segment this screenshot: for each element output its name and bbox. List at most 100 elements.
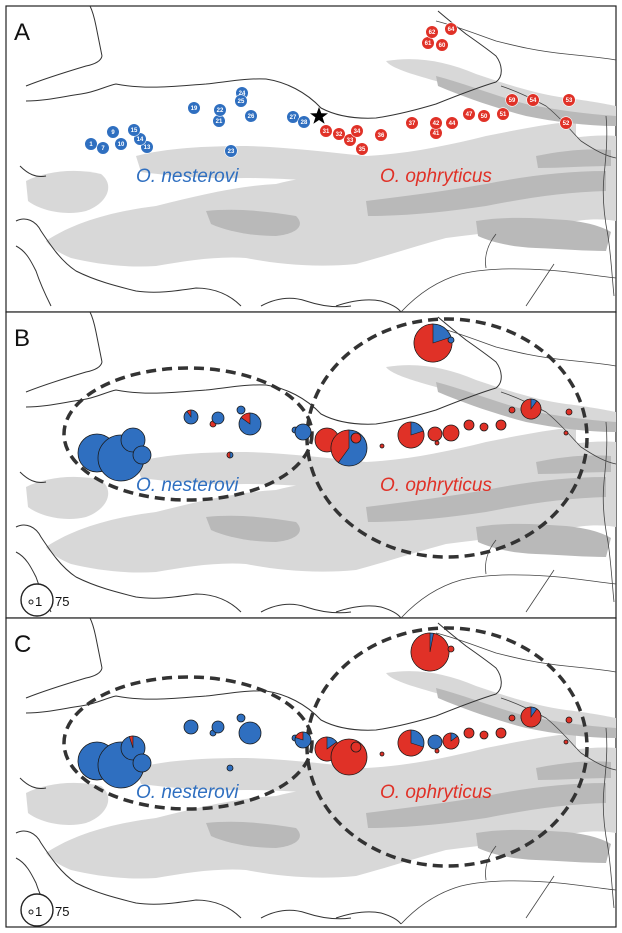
site-number: 53 <box>566 98 573 104</box>
panel-c-letter: C <box>14 631 31 658</box>
site-pie <box>294 731 312 749</box>
site-pie <box>120 427 146 453</box>
site-dot <box>562 93 576 107</box>
pie-slice <box>350 741 362 753</box>
site-marker: 36 <box>374 128 388 142</box>
site-number: 64 <box>448 27 455 33</box>
site-number: 1 <box>89 142 93 148</box>
black-star-icon <box>310 107 328 124</box>
site-marker: 42 <box>429 116 443 130</box>
panel-a-letter: A <box>14 19 30 46</box>
site-dot <box>244 109 258 123</box>
site-pie <box>495 727 507 739</box>
panel-b-nesterovi-cluster <box>62 366 314 502</box>
pie-slice <box>479 422 489 432</box>
site-number: 34 <box>354 129 361 135</box>
pie-slice-ophryticus <box>410 632 450 672</box>
pie-slice-ophryticus <box>128 735 134 749</box>
site-dot <box>343 133 357 147</box>
site-dot <box>106 125 120 139</box>
site-pie <box>447 645 455 653</box>
pie-slice-ophryticus <box>520 706 542 728</box>
site-dot <box>435 38 449 52</box>
pie-slice <box>434 440 440 446</box>
site-number: 10 <box>118 142 125 148</box>
site-pie <box>520 706 542 728</box>
pie-slice-ophryticus <box>295 731 304 741</box>
panel-a-label-nesterovi: O. nesterovi <box>136 166 239 187</box>
site-dot <box>319 124 333 138</box>
site-pie <box>479 422 489 432</box>
site-dot <box>496 107 510 121</box>
site-pie <box>397 729 425 757</box>
site-dot <box>445 116 459 130</box>
pie-slice <box>379 443 385 449</box>
site-pie <box>120 735 146 761</box>
site-marker: 1 <box>84 137 98 151</box>
pie-slice-ophryticus <box>240 412 251 425</box>
site-dot <box>355 142 369 156</box>
site-dot <box>526 93 540 107</box>
panel-b-size-legend: 1 75 <box>20 583 69 617</box>
site-marker: 51 <box>496 107 510 121</box>
site-number: 52 <box>563 121 570 127</box>
pie-slice <box>294 423 312 441</box>
site-number: 25 <box>238 99 245 105</box>
site-number: 54 <box>530 98 537 104</box>
site-number: 23 <box>228 149 235 155</box>
site-marker: 21 <box>212 114 226 128</box>
site-number: 32 <box>336 132 343 138</box>
pie-slice <box>132 445 152 465</box>
pie-slice-ophryticus <box>413 323 453 363</box>
site-marker: 23 <box>224 144 238 158</box>
site-pie <box>350 741 362 753</box>
site-marker: 15 <box>127 123 141 137</box>
pie-slice <box>236 405 246 415</box>
site-number: 26 <box>248 114 255 120</box>
pie-slice <box>330 738 368 776</box>
site-marker: 27 <box>286 110 300 124</box>
site-number: 61 <box>425 41 432 47</box>
site-dot <box>405 116 419 130</box>
site-marker: 7 <box>96 141 110 155</box>
site-marker: 47 <box>462 107 476 121</box>
site-marker: 35 <box>355 142 369 156</box>
site-pie <box>379 443 385 449</box>
site-marker: 33 <box>343 133 357 147</box>
site-pie <box>238 721 262 745</box>
site-pie <box>508 714 516 722</box>
site-marker: 31 <box>319 124 333 138</box>
pie-slice <box>508 406 516 414</box>
site-number: 14 <box>137 137 144 143</box>
site-dot <box>559 116 573 130</box>
pie-slice <box>211 720 225 734</box>
pie-slice <box>132 753 152 773</box>
site-dot <box>114 137 128 151</box>
site-marker: 19 <box>187 101 201 115</box>
pie-slice <box>495 727 507 739</box>
site-number: 9 <box>111 130 115 136</box>
site-number: 60 <box>439 43 446 49</box>
site-dot <box>234 94 248 108</box>
site-marker: 59 <box>505 93 519 107</box>
site-marker: 54 <box>526 93 540 107</box>
site-number: 59 <box>509 98 516 104</box>
site-dot <box>286 110 300 124</box>
site-dot <box>505 93 519 107</box>
site-pie <box>447 336 455 344</box>
site-dot <box>350 124 364 138</box>
pie-slice <box>379 751 385 757</box>
pie-slice <box>238 721 262 745</box>
panel-b-letter: B <box>14 325 30 352</box>
site-marker: 61 <box>421 36 435 50</box>
site-pie <box>479 730 489 740</box>
pie-slice <box>236 713 246 723</box>
site-pie <box>563 430 569 436</box>
site-number: 47 <box>466 112 473 118</box>
site-pie <box>434 440 440 446</box>
site-pie <box>294 423 312 441</box>
site-number: 50 <box>481 114 488 120</box>
pie-slice <box>434 748 440 754</box>
site-pie <box>463 727 475 739</box>
pie-slice-ophryticus <box>442 732 460 750</box>
